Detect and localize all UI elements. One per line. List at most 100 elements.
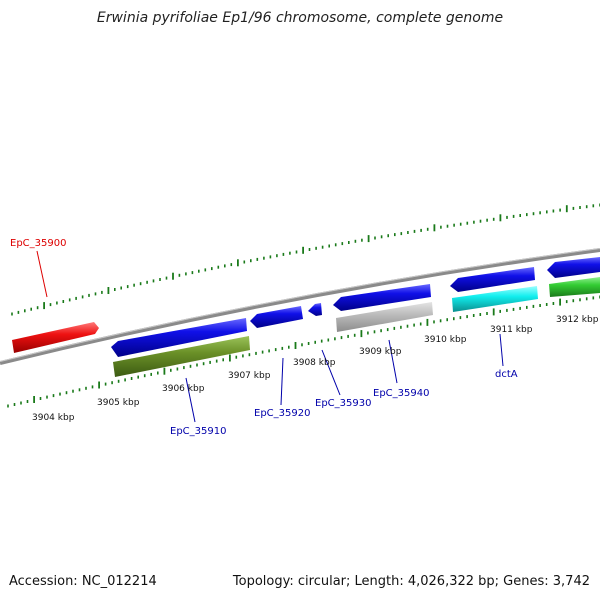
minor-tick (393, 326, 396, 330)
kbp-label-3911: 3911 kbp (490, 325, 533, 335)
minor-tick (473, 220, 475, 224)
minor-tick (178, 273, 181, 277)
minor-tick (202, 362, 205, 366)
minor-tick (512, 307, 515, 311)
genome-summary-text: Topology: circular; Length: 4,026,322 bp… (232, 574, 590, 589)
minor-tick (407, 231, 409, 234)
minor-tick (49, 303, 52, 307)
minor-tick (282, 252, 285, 256)
major-tick (565, 205, 568, 213)
minor-tick (446, 318, 448, 322)
major-tick (33, 396, 35, 403)
minor-tick (20, 401, 22, 405)
gene-EpC_35910[interactable] (111, 318, 247, 357)
gene-track-cyan[interactable] (452, 286, 538, 312)
minor-tick (198, 269, 200, 273)
minor-tick (347, 334, 349, 338)
minor-tick (120, 286, 122, 290)
gene-track-gray[interactable] (336, 302, 433, 332)
label-EpC_35900: EpC_35900 (10, 238, 66, 249)
minor-tick (39, 397, 42, 400)
minor-tick (114, 288, 116, 291)
gene-EpC_35930[interactable] (308, 303, 322, 316)
minor-tick (85, 386, 87, 390)
minor-tick (546, 210, 548, 214)
minor-tick (579, 206, 581, 209)
accession-text: Accession: NC_012214 (9, 574, 157, 589)
major-tick (229, 354, 231, 362)
minor-tick (263, 256, 265, 260)
minor-tick (348, 241, 350, 244)
minor-tick (222, 358, 224, 362)
minor-tick (124, 378, 126, 382)
minor-tick (400, 232, 403, 236)
minor-tick (289, 251, 291, 255)
major-tick (98, 381, 100, 389)
label-EpC_35940: EpC_35940 (373, 388, 429, 399)
minor-tick (565, 300, 568, 304)
kbp-label-3905: 3905 kbp (97, 398, 140, 408)
minor-tick (243, 260, 246, 264)
minor-tick (157, 371, 159, 375)
minor-tick (11, 312, 13, 316)
minor-tick (506, 308, 508, 312)
minor-tick (81, 295, 84, 299)
outer-tick-ring (11, 203, 600, 316)
minor-tick (321, 245, 324, 249)
gene-track-green[interactable] (549, 277, 600, 297)
minor-tick (217, 265, 220, 269)
minor-tick (526, 305, 528, 309)
gene-next-forward[interactable] (547, 257, 600, 278)
major-tick (433, 224, 436, 232)
minor-tick (295, 250, 298, 254)
minor-tick (255, 351, 257, 355)
minor-tick (334, 337, 336, 341)
minor-tick (453, 223, 455, 227)
minor-tick (13, 403, 16, 406)
minor-tick (446, 224, 449, 228)
gene-track-olive[interactable] (113, 336, 250, 377)
minor-tick (526, 213, 528, 217)
minor-tick (288, 345, 290, 349)
minor-tick (68, 298, 71, 302)
minor-tick (585, 205, 588, 209)
leader-EpC_35920 (280, 357, 284, 406)
minor-tick (400, 325, 402, 329)
minor-tick (211, 267, 213, 271)
minor-tick (361, 238, 363, 242)
minor-tick (315, 246, 317, 250)
minor-tick (88, 293, 90, 297)
minor-tick (165, 276, 168, 280)
minor-tick (52, 394, 55, 398)
minor-tick (512, 214, 515, 218)
minor-tick (111, 381, 113, 385)
minor-tick (539, 211, 541, 215)
minor-tick (374, 236, 376, 240)
leader-EpC_35940 (388, 339, 398, 384)
minor-tick (466, 315, 468, 319)
gene-EpC_35920[interactable] (250, 306, 303, 328)
minor-tick (248, 353, 251, 357)
minor-tick (94, 292, 97, 296)
leader-dctA (499, 333, 504, 367)
minor-tick (189, 364, 192, 368)
kbp-label-3910: 3910 kbp (424, 335, 467, 345)
minor-tick (413, 323, 415, 327)
leader-EpC_35910 (185, 377, 196, 423)
minor-tick (36, 306, 39, 310)
minor-tick (59, 392, 61, 396)
gene-EpC_35900[interactable] (12, 322, 99, 353)
kbp-label-3907: 3907 kbp (228, 371, 271, 381)
major-tick (107, 287, 110, 294)
map-title: Erwinia pyrifoliae Ep1/96 chromosome, co… (96, 10, 504, 26)
major-tick (294, 342, 297, 349)
gene-dctA[interactable] (450, 267, 535, 292)
gene-EpC_35940[interactable] (333, 284, 431, 311)
minor-tick (268, 349, 270, 353)
minor-tick (519, 306, 521, 310)
major-tick (302, 246, 304, 254)
minor-tick (552, 209, 555, 213)
minor-tick (281, 346, 284, 350)
major-tick (172, 272, 174, 280)
